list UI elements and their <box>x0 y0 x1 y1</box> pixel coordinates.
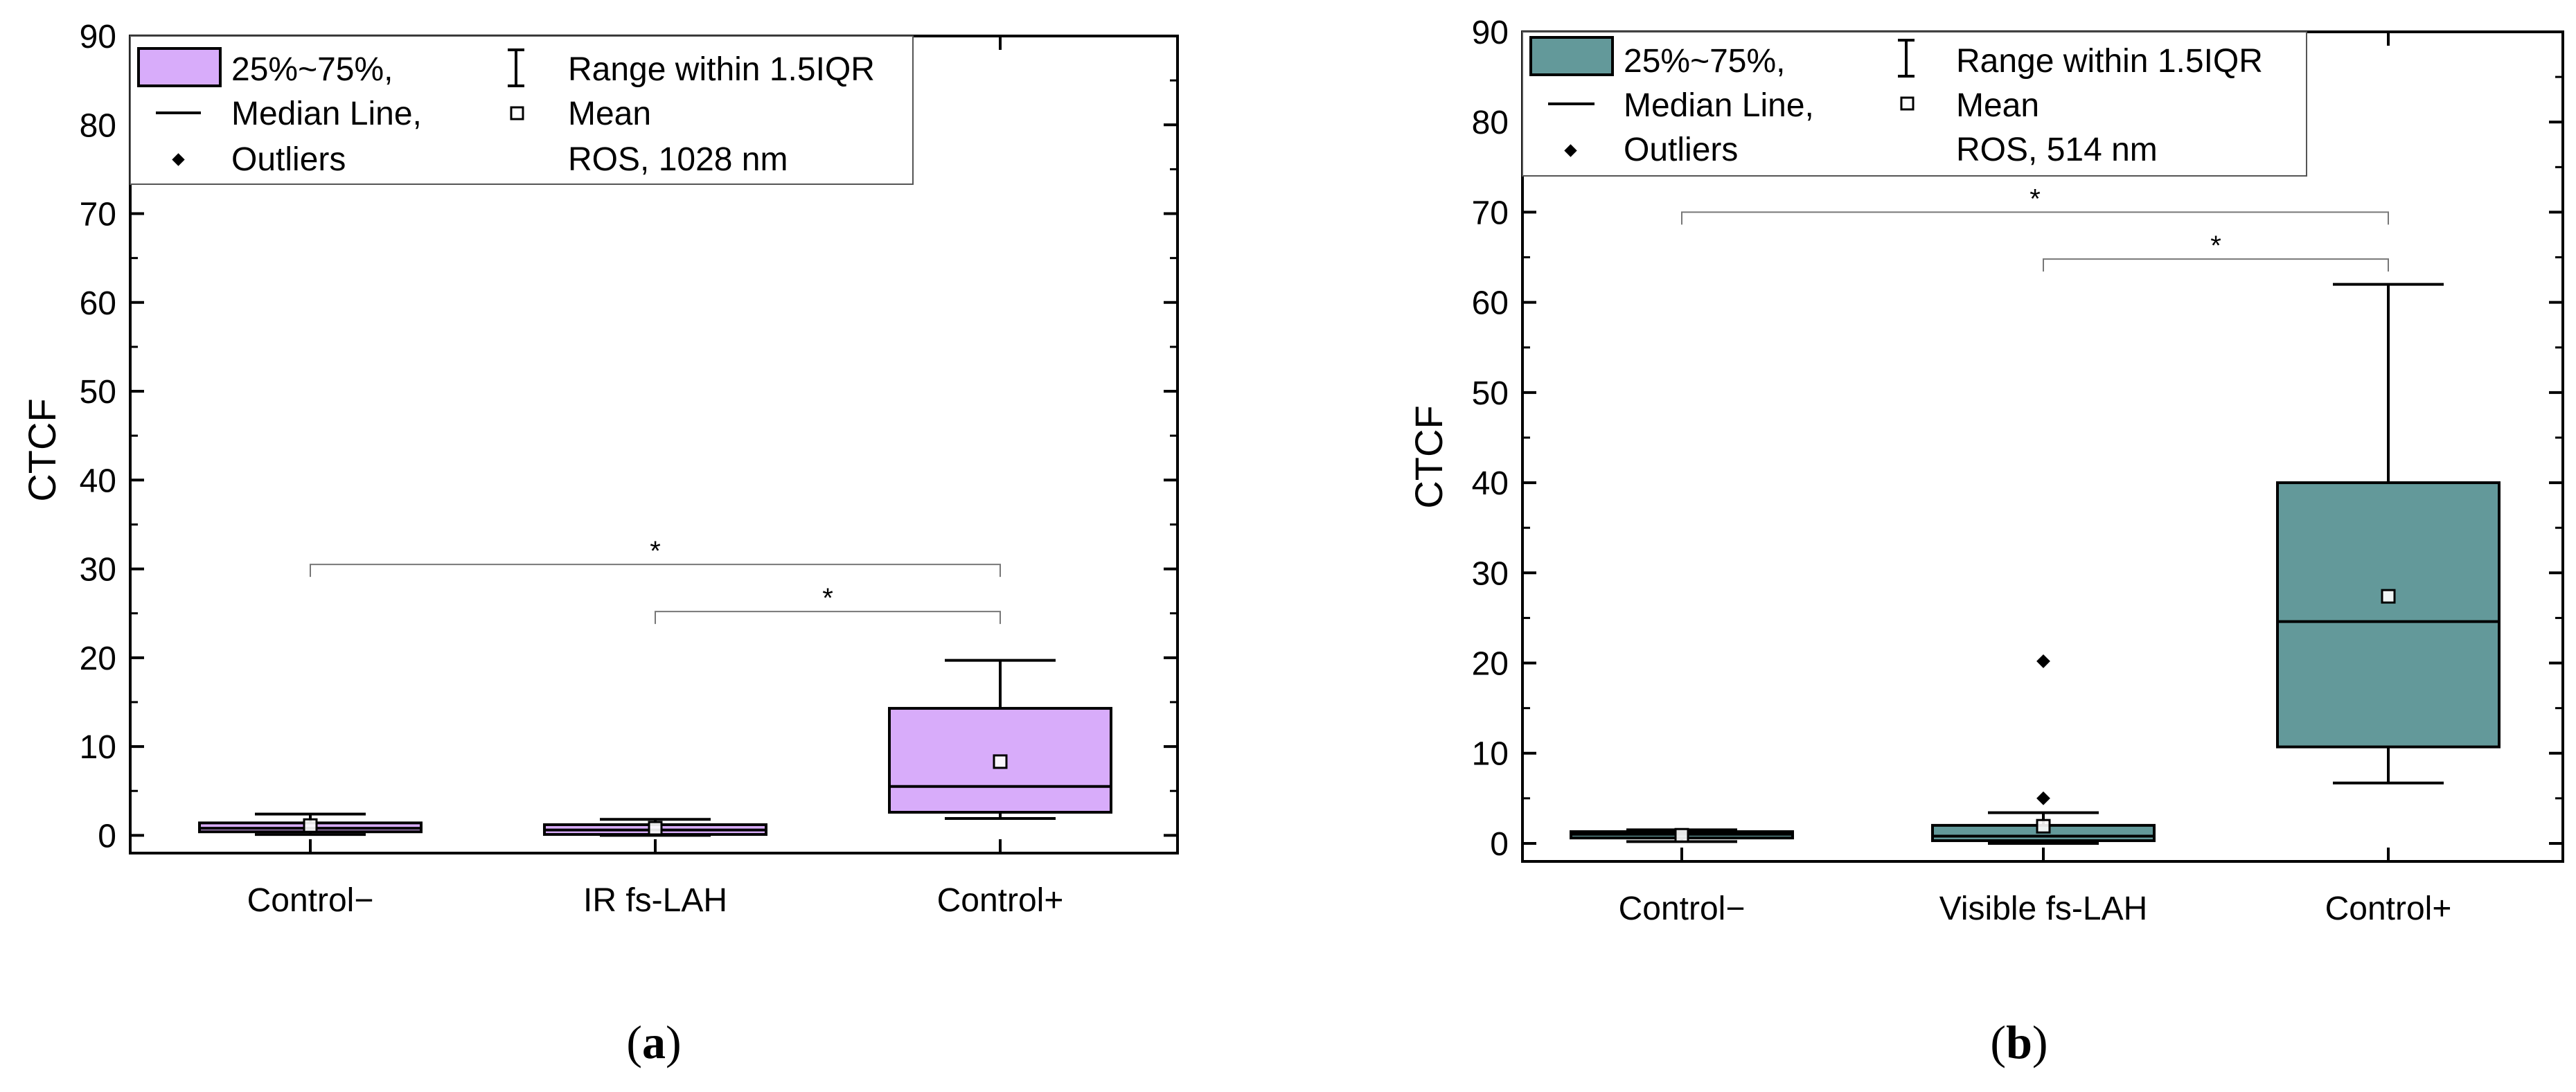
significance-bracket <box>1681 211 2389 225</box>
legend-outlier-label: Outliers <box>1624 132 1738 168</box>
box-plots <box>1570 283 2501 845</box>
legend-mean-label: Mean <box>568 96 651 132</box>
y-tick-label: 40 <box>1472 465 1509 502</box>
x-axis-ticks: Control− IR fs-LAH Control+ <box>247 36 1064 919</box>
y-tick-label: 90 <box>1472 15 1509 51</box>
legend-range-label: Range within 1.5IQR <box>568 51 875 88</box>
y-tick-label: 60 <box>1472 285 1509 322</box>
y-tick-label: 70 <box>80 197 116 233</box>
iqr-box <box>2276 481 2501 749</box>
y-tick-label: 20 <box>1472 646 1509 683</box>
legend-condition-label: ROS, 1028 nm <box>568 141 788 178</box>
legend-mean-marker <box>1900 96 1915 111</box>
legend-median-label: Median Line, <box>1624 87 1814 124</box>
legend: 25%~75%, Median Line, Outliers Range wit… <box>1522 31 2307 177</box>
y-tick-label: 60 <box>80 285 116 322</box>
x-category-label: Control+ <box>2325 890 2452 927</box>
x-category-label: Control− <box>1619 890 1746 927</box>
y-tick-label: 40 <box>80 463 116 499</box>
significance-star: * <box>2210 231 2221 261</box>
legend-outlier-marker <box>1564 144 1577 157</box>
y-tick-label: 80 <box>1472 105 1509 141</box>
y-tick-label: 90 <box>80 19 116 55</box>
legend-frame <box>1522 31 2307 177</box>
legend-median-label: Median Line, <box>231 96 422 132</box>
y-axis-label: CTCF <box>1407 405 1450 508</box>
legend-outlier-marker <box>172 153 185 166</box>
y-tick-label: 30 <box>1472 555 1509 592</box>
mean-marker <box>648 821 663 836</box>
y-tick-label: 0 <box>98 818 116 854</box>
y-tick-label: 10 <box>1472 736 1509 773</box>
mean-marker <box>1674 827 1689 843</box>
y-axis-label: CTCF <box>20 398 64 501</box>
legend-outlier-label: Outliers <box>231 141 346 178</box>
y-tick-label: 50 <box>1472 375 1509 412</box>
legend-mean-marker <box>510 106 524 120</box>
x-category-label: IR fs-LAH <box>583 882 727 919</box>
outlier-marker <box>2036 791 2050 805</box>
y-tick-label: 30 <box>80 552 116 589</box>
y-tick-label: 0 <box>1490 826 1509 863</box>
y-tick-label: 20 <box>80 641 116 677</box>
significance-star: * <box>2029 184 2041 214</box>
significance-star: * <box>650 536 661 566</box>
mean-marker <box>2036 818 2051 834</box>
legend-box-swatch <box>1529 36 1614 76</box>
mean-marker <box>2381 589 2396 604</box>
significance-bracket <box>655 611 1001 625</box>
significance-star: * <box>822 583 833 614</box>
y-tick-label: 10 <box>80 729 116 766</box>
y-tick-label: 80 <box>80 107 116 144</box>
y-tick-label: 70 <box>1472 195 1509 231</box>
iqr-box <box>888 706 1112 814</box>
chart-panel-b: 0 10 20 30 40 50 60 70 80 90 Control− Visible fs-L… <box>1407 15 2564 1068</box>
panel-caption: (a) <box>626 1016 681 1068</box>
x-category-label: Visible fs-LAH <box>1939 890 2148 927</box>
y-tick-label: 50 <box>80 374 116 411</box>
box-plots <box>198 659 1112 837</box>
mean-marker <box>993 754 1008 769</box>
x-category-label: Control− <box>247 882 374 919</box>
legend-box-swatch <box>137 47 222 87</box>
legend-box-label: 25%~75%, <box>231 51 393 88</box>
legend-box-label: 25%~75%, <box>1624 43 1786 80</box>
legend-range-icon <box>1898 39 1915 78</box>
significance-brackets: ** <box>310 536 1001 625</box>
x-category-label: Control+ <box>937 882 1064 919</box>
significance-bracket <box>310 564 1001 578</box>
mean-marker <box>303 818 318 833</box>
significance-brackets: ** <box>1681 184 2389 272</box>
y-axis-ticks: 0 10 20 30 40 50 60 70 80 90 <box>80 19 1178 854</box>
legend-condition-label: ROS, 514 nm <box>1956 132 2158 168</box>
legend-mean-label: Mean <box>1956 87 2039 124</box>
significance-bracket <box>2043 258 2389 272</box>
legend: 25%~75%, Median Line, Outliers Range wit… <box>130 35 914 185</box>
panel-caption: (b) <box>1990 1016 2048 1068</box>
legend-range-icon <box>508 48 524 87</box>
legend-range-label: Range within 1.5IQR <box>1956 43 2263 80</box>
outlier-marker <box>2036 654 2050 668</box>
